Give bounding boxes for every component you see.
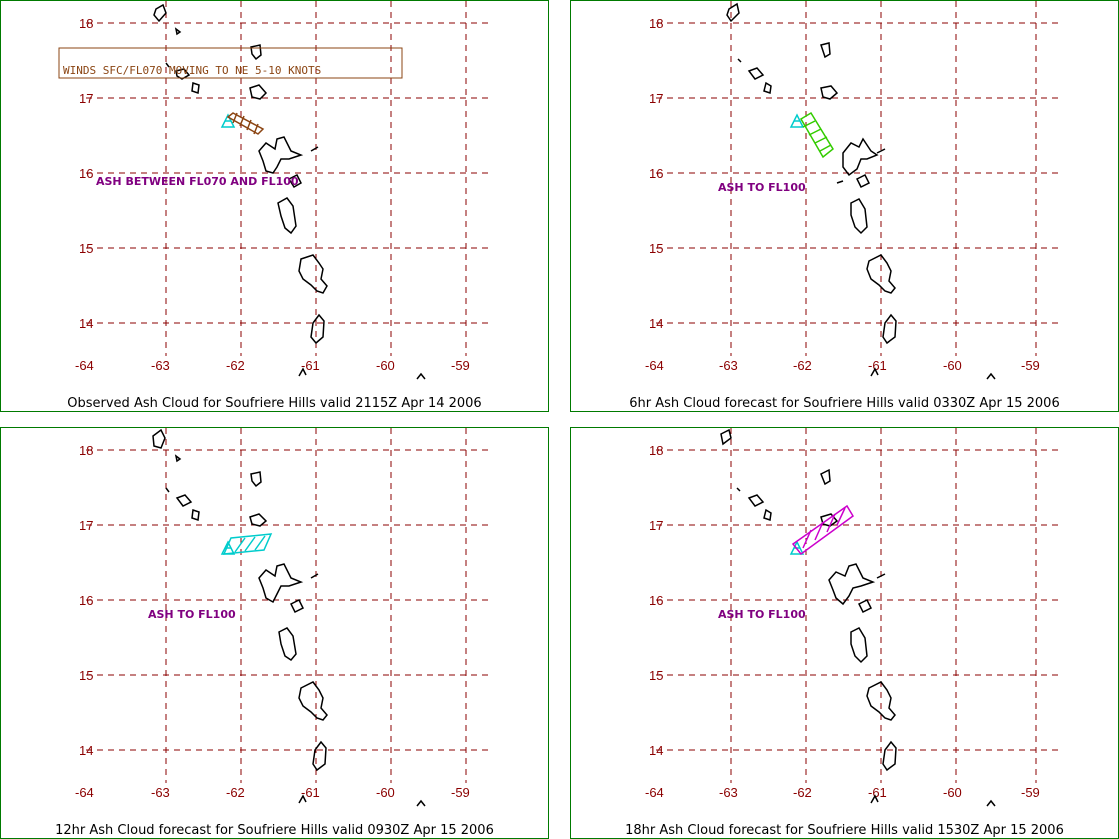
ash-cloud-observed (226, 112, 265, 135)
map-observed: 18 17 16 15 14 -64 -63 -62 -61 -60 -59 (58, 1, 491, 380)
panel-18hr: 18 17 16 15 14 -64 -63 -62 -61 -60 -59 (570, 427, 1119, 839)
lat-labels: 18 17 16 15 14 (649, 443, 663, 758)
lon-label-m62: -62 (793, 785, 812, 800)
volcano-marker (789, 113, 805, 128)
grid-lines (656, 428, 1061, 783)
ash-label: ASH TO FL100 (718, 608, 806, 621)
ash-label: ASH BETWEEN FL070 AND FL100 (96, 175, 299, 188)
map-6hr: 18 17 16 15 14 -64 -63 -62 -61 -60 -59 (645, 1, 1061, 380)
lon-label-m60: -60 (376, 785, 395, 800)
lon-label-m63: -63 (151, 785, 170, 800)
lon-labels: -64 -63 -62 -61 -60 -59 (75, 358, 470, 373)
lat-label-17: 17 (649, 91, 663, 106)
coastlines (720, 428, 996, 807)
lon-label-m59: -59 (451, 358, 470, 373)
lat-label-18: 18 (649, 16, 663, 31)
panel-caption: 18hr Ash Cloud forecast for Soufriere Hi… (625, 823, 1064, 838)
lat-label-17: 17 (79, 91, 93, 106)
grid-lines (86, 428, 491, 783)
lon-labels: -64 -63 -62 -61 -60 -59 (75, 785, 470, 800)
lon-label-m63: -63 (151, 358, 170, 373)
lon-label-m61: -61 (301, 358, 320, 373)
lon-label-m64: -64 (75, 785, 94, 800)
lon-label-m61: -61 (301, 785, 320, 800)
lat-label-17: 17 (649, 518, 663, 533)
ash-cloud-12hr (222, 533, 273, 555)
lat-label-15: 15 (649, 241, 663, 256)
lat-label-15: 15 (79, 668, 93, 683)
lon-label-m64: -64 (75, 358, 94, 373)
map-18hr: 18 17 16 15 14 -64 -63 -62 -61 -60 -59 (645, 428, 1061, 807)
lon-label-m62: -62 (226, 785, 245, 800)
lat-label-16: 16 (79, 593, 93, 608)
ash-label: ASH TO FL100 (148, 608, 236, 621)
ash-cloud-18hr (791, 504, 854, 556)
ash-label: ASH TO FL100 (718, 181, 806, 194)
lon-label-m60: -60 (943, 785, 962, 800)
lat-label-14: 14 (79, 743, 93, 758)
lat-label-17: 17 (79, 518, 93, 533)
ash-cloud-6hr (799, 111, 834, 159)
lat-label-14: 14 (649, 316, 663, 331)
lon-label-m63: -63 (719, 785, 738, 800)
panel-observed: 18 17 16 15 14 -64 -63 -62 -61 -60 -59 (0, 0, 549, 412)
lon-labels: -64 -63 -62 -61 -60 -59 (645, 358, 1040, 373)
lat-label-14: 14 (649, 743, 663, 758)
lat-label-18: 18 (79, 16, 93, 31)
lon-label-m64: -64 (645, 358, 664, 373)
lon-label-m60: -60 (943, 358, 962, 373)
lon-label-m61: -61 (868, 785, 887, 800)
coastlines (153, 3, 426, 380)
lat-labels: 18 17 16 15 14 (79, 16, 93, 331)
lat-label-14: 14 (79, 316, 93, 331)
lon-label-m59: -59 (1021, 785, 1040, 800)
panel-caption: 6hr Ash Cloud forecast for Soufriere Hil… (629, 396, 1060, 411)
lat-label-15: 15 (79, 241, 93, 256)
coastlines (726, 2, 996, 380)
lat-label-16: 16 (649, 166, 663, 181)
lon-label-m59: -59 (1021, 358, 1040, 373)
lon-label-m62: -62 (226, 358, 245, 373)
lon-label-m62: -62 (793, 358, 812, 373)
panel-caption: 12hr Ash Cloud forecast for Soufriere Hi… (55, 823, 494, 838)
lat-labels: 18 17 16 15 14 (649, 16, 663, 331)
lat-label-16: 16 (79, 166, 93, 181)
panel-6hr: 18 17 16 15 14 -64 -63 -62 -61 -60 -59 (570, 0, 1119, 412)
lon-label-m61: -61 (868, 358, 887, 373)
map-12hr: 18 17 16 15 14 -64 -63 -62 -61 -60 -59 (75, 428, 491, 807)
grid-lines (656, 1, 1061, 356)
lon-label-m59: -59 (451, 785, 470, 800)
lat-label-18: 18 (79, 443, 93, 458)
lat-labels: 18 17 16 15 14 (79, 443, 93, 758)
panel-12hr: 18 17 16 15 14 -64 -63 -62 -61 -60 -59 (0, 427, 549, 839)
lat-label-15: 15 (649, 668, 663, 683)
panel-caption: Observed Ash Cloud for Soufriere Hills v… (67, 396, 482, 411)
lat-label-16: 16 (649, 593, 663, 608)
lat-label-18: 18 (649, 443, 663, 458)
grid-lines (86, 1, 491, 356)
lon-label-m60: -60 (376, 358, 395, 373)
wind-note: WINDS SFC/FL070 MOVING TO NE 5-10 KNOTS (63, 64, 321, 77)
coastlines (152, 428, 426, 807)
wind-note-box (58, 47, 403, 79)
lon-labels: -64 -63 -62 -61 -60 -59 (645, 785, 1040, 800)
lon-label-m63: -63 (719, 358, 738, 373)
volcano-marker (220, 113, 236, 128)
lon-label-m64: -64 (645, 785, 664, 800)
